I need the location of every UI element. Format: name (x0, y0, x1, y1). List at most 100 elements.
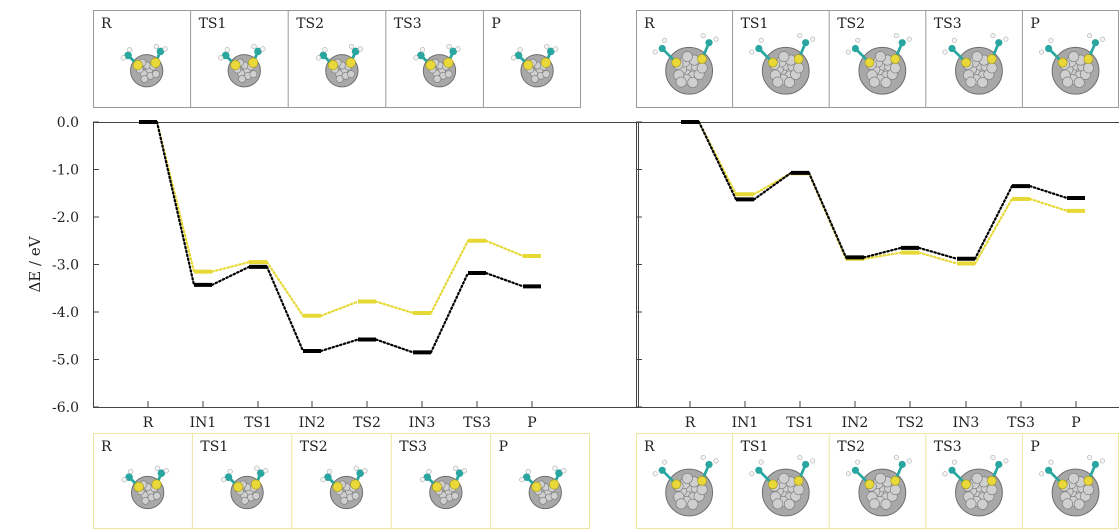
structure-panel-label: TS3 (934, 16, 962, 32)
series-connector (973, 197, 1014, 265)
structure-panel-ts3: TS3 (925, 10, 1009, 108)
structure-panel-label: TS3 (934, 439, 962, 455)
series-connector (319, 338, 360, 353)
structure-panel-r: R (101, 16, 168, 88)
series-connector (697, 120, 738, 201)
plot-frame (636, 122, 1119, 408)
y-tick-label: -6.0 (52, 400, 79, 416)
structure-panel-label: TS2 (296, 16, 324, 32)
series-connector (429, 271, 470, 354)
series-connector (1028, 197, 1069, 212)
structure-panel-ts1: TS1 (732, 10, 816, 108)
x-tick-label: R (685, 415, 696, 431)
y-tick-label: 0.0 (57, 115, 79, 131)
series-connector (374, 300, 415, 315)
molecule-cluster-icon (419, 465, 468, 510)
series-connector (862, 246, 903, 259)
structure-panel-r: R (644, 16, 719, 95)
structure-panel-label: P (1030, 16, 1039, 32)
structure-panel-ts1: TS1 (190, 10, 266, 108)
molecule-cluster-icon (121, 465, 169, 510)
x-tick-label: R (143, 415, 154, 431)
structure-panel-label: R (101, 439, 112, 455)
molecule-cluster-icon (845, 454, 912, 517)
structure-panel-label: TS1 (741, 439, 769, 455)
bottom-structure-strip: R TS1 TS2 TS3 P (93, 433, 590, 529)
structure-panel-label: TS1 (741, 16, 769, 32)
structure-panel-label: P (491, 16, 500, 32)
structure-panel-label: TS1 (199, 16, 227, 32)
molecule-cluster-icon (315, 43, 364, 88)
structure-panel-r: R (101, 439, 169, 510)
molecule-cluster-icon (221, 465, 269, 510)
series-connector (752, 171, 793, 201)
structure-panel-ts2: TS2 (828, 433, 912, 529)
structure-panel-label: TS2 (300, 439, 328, 455)
series-connector (210, 265, 251, 287)
y-tick-label: -5.0 (52, 353, 79, 369)
molecule-cluster-icon (942, 454, 1009, 517)
molecule-cluster-icon (1039, 454, 1105, 517)
series-connector (319, 300, 360, 317)
y-axis-label: ΔE / eV (26, 235, 44, 292)
structure-panel-p: P (490, 433, 567, 529)
series-connector (210, 261, 251, 273)
y-tick-label: -3.0 (52, 258, 79, 274)
structure-panel-ts2: TS2 (287, 10, 364, 108)
x-tick-label: TS3 (1007, 415, 1035, 431)
structure-panel-label: P (1030, 439, 1039, 455)
molecule-cluster-icon (749, 454, 816, 517)
structure-panel-ts3: TS3 (385, 10, 461, 108)
molecule-cluster-icon (749, 33, 816, 95)
molecule-cluster-icon (511, 43, 559, 88)
structure-panel-label: TS2 (837, 16, 865, 32)
structure-panel-p: P (1021, 10, 1105, 108)
series-black (139, 120, 541, 355)
series-connector (807, 171, 848, 259)
molecule-cluster-icon (519, 465, 567, 510)
series-connector (862, 251, 903, 260)
structure-panel-ts1: TS1 (191, 433, 269, 529)
structure-panel-label: R (644, 439, 655, 455)
x-tick-label: P (527, 415, 536, 431)
structure-panel-ts3: TS3 (390, 433, 468, 529)
structure-panel-ts3: TS3 (925, 433, 1009, 529)
y-tick-label: -1.0 (52, 163, 79, 179)
structure-panel-p: P (482, 10, 559, 108)
x-tick-label: TS1 (244, 415, 272, 431)
x-tick-label: TS1 (786, 415, 814, 431)
molecule-cluster-icon (652, 33, 719, 95)
top-structure-strip: R TS1 TS2 TS3 P (93, 10, 581, 108)
y-tick-label: -4.0 (52, 305, 79, 321)
series-connector (917, 246, 959, 260)
x-tick-label: TS3 (463, 415, 491, 431)
x-tick-label: IN1 (732, 415, 759, 431)
x-tick-label: IN2 (299, 415, 326, 431)
series-connector (973, 185, 1014, 260)
structure-panel-label: R (101, 16, 112, 32)
structure-panel-r: R (644, 439, 719, 517)
molecule-cluster-icon (652, 454, 719, 517)
structure-panel-p: P (1021, 433, 1105, 529)
x-tick-label: IN3 (409, 415, 436, 431)
top-structure-strip: R TS1 TS2 TS3 P (636, 10, 1119, 108)
y-tick-label: -2.0 (52, 210, 79, 226)
molecule-cluster-icon (120, 43, 168, 88)
series-connector (484, 271, 525, 288)
energy-profile-chart-1: 0.0 -1.0 -2.0 -3.0 -4.0 -5.0 -6.0 ΔE / eV R IN1 TS… (26, 115, 639, 431)
structure-panel-label: TS1 (200, 439, 228, 455)
series-black (681, 120, 1085, 261)
plot-frame (93, 122, 639, 408)
structure-panel-label: P (499, 439, 508, 455)
series-connector (429, 239, 470, 315)
series-connector (265, 261, 305, 317)
molecule-cluster-icon (218, 43, 266, 88)
series-connector (155, 120, 196, 287)
structure-panel-ts1: TS1 (732, 433, 816, 529)
structure-panel-ts2: TS2 (828, 10, 912, 108)
series-yellow (681, 120, 1085, 266)
series-connector (1028, 185, 1069, 200)
molecule-cluster-icon (942, 33, 1009, 95)
structure-panel-ts2: TS2 (291, 433, 368, 529)
